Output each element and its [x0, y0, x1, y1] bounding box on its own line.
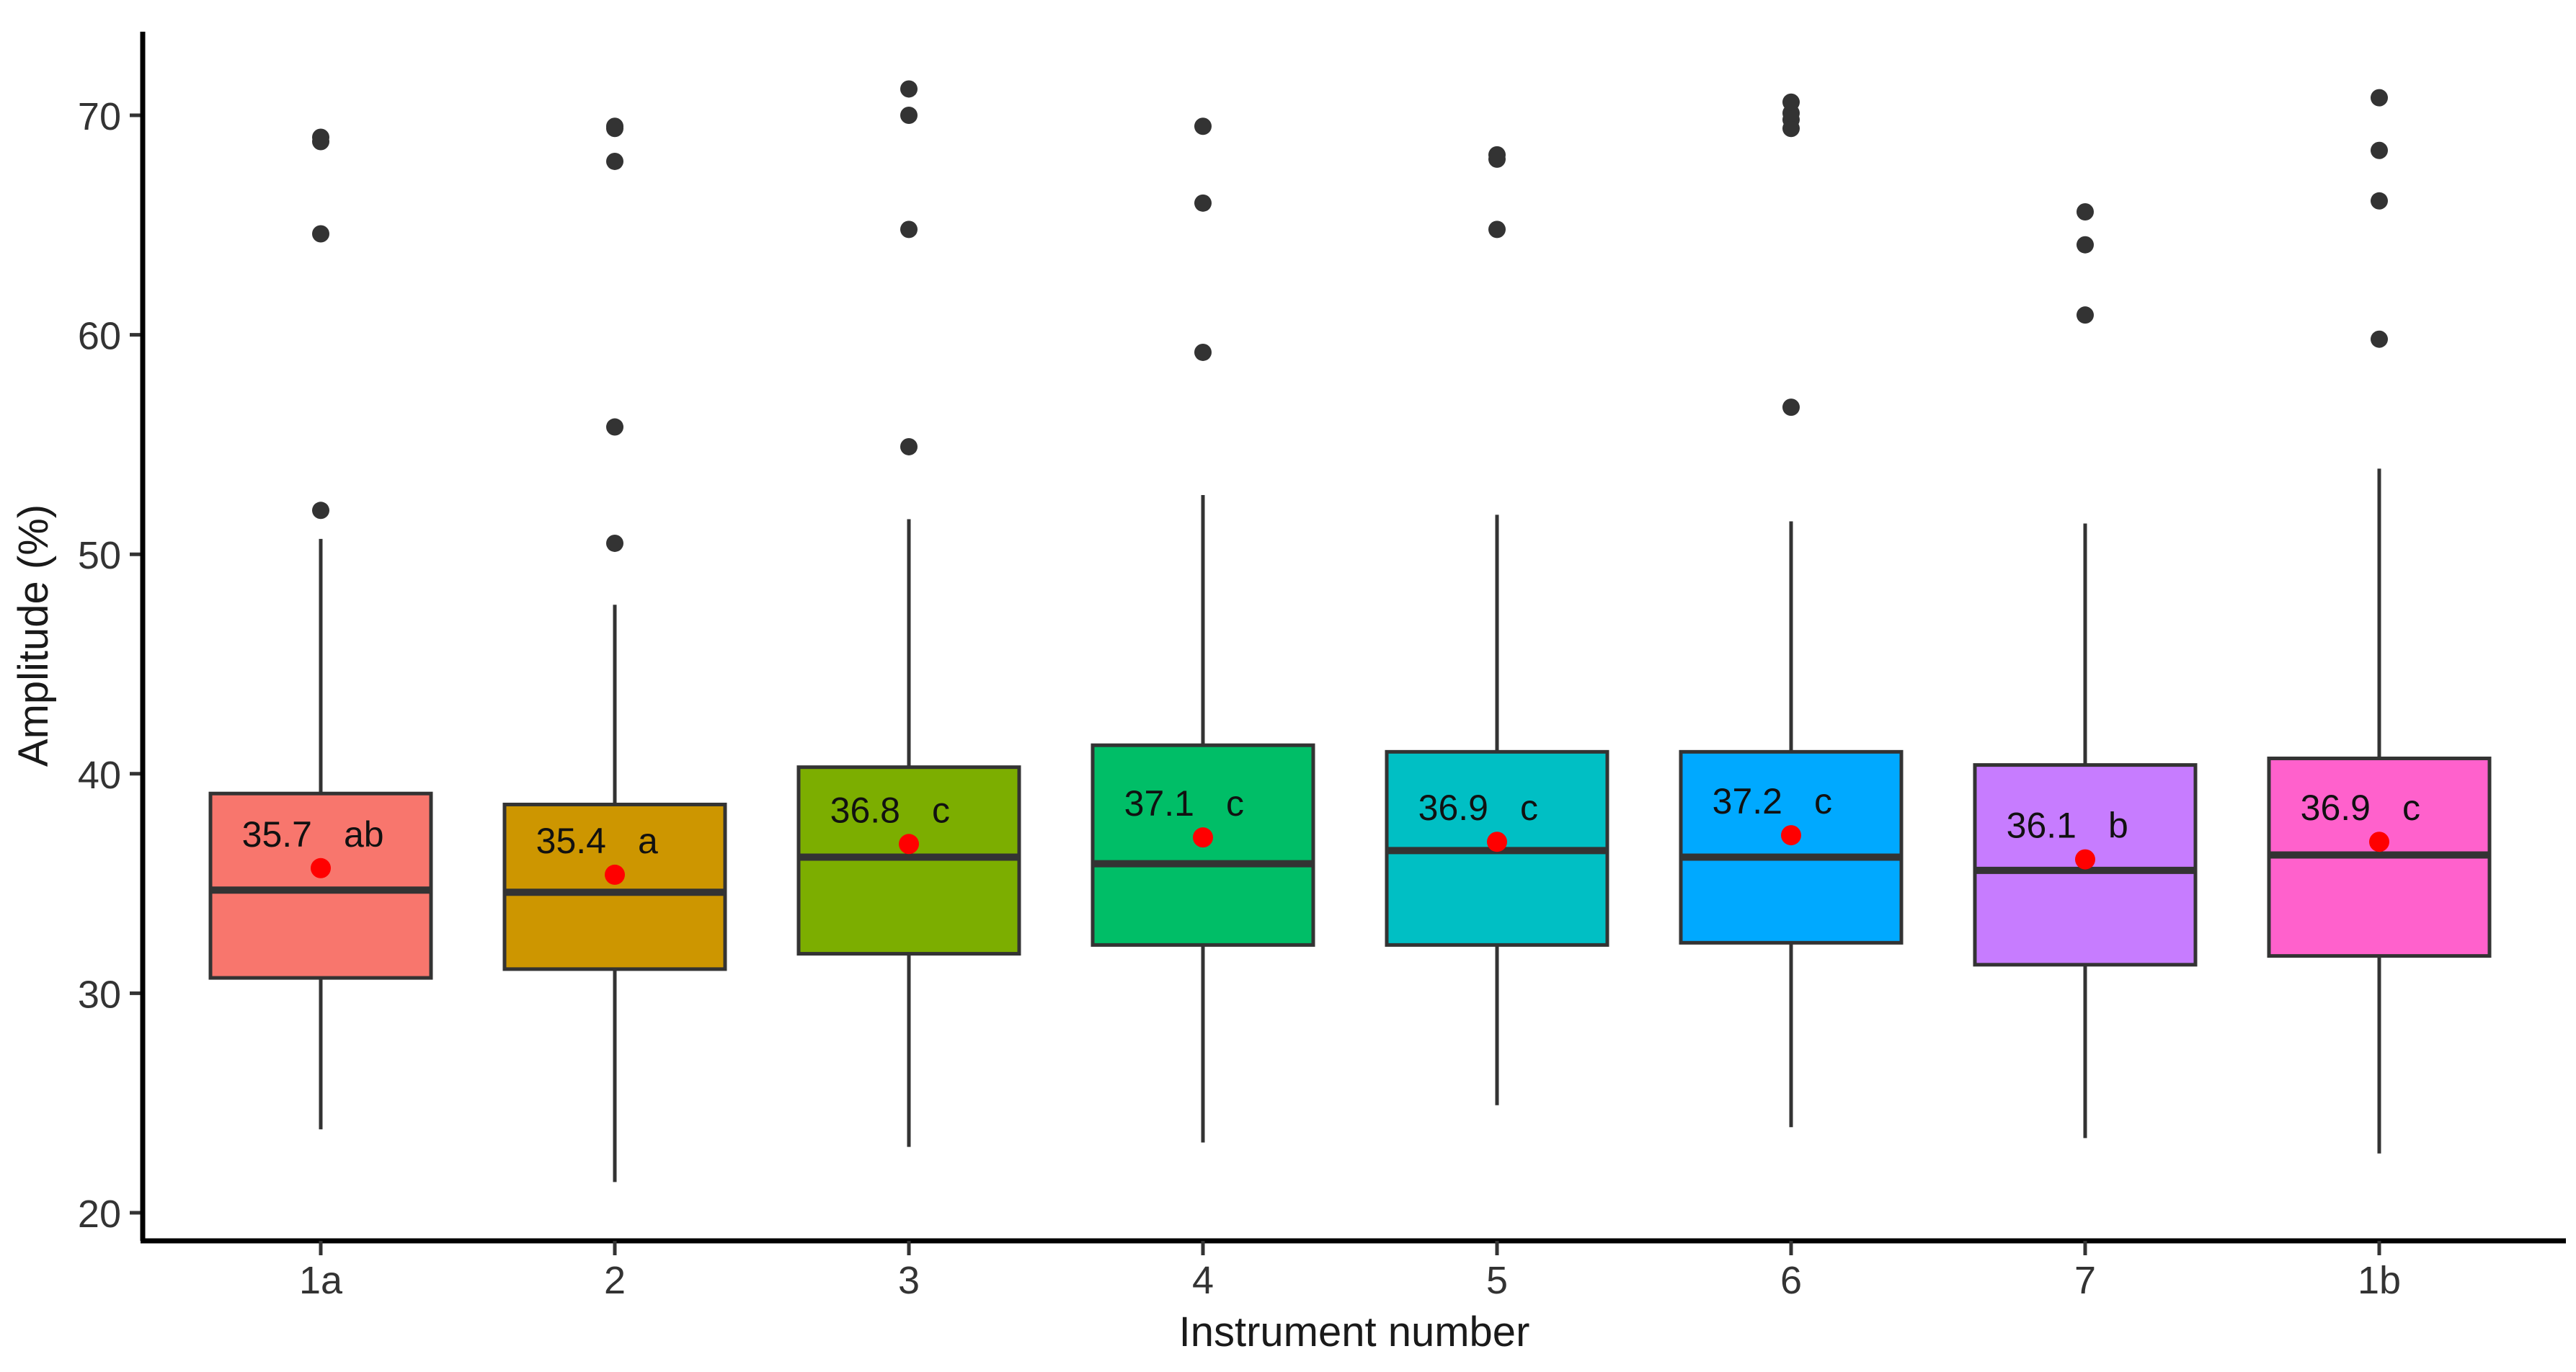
box-group-7: 36.1 b [1973, 203, 2198, 1139]
box-group-6: 37.2 c [1679, 93, 1904, 1128]
outlier-point [606, 534, 623, 552]
box-group-5: 36.9 c [1385, 146, 1609, 1105]
outlier-point [2371, 89, 2388, 107]
mean-marker [311, 858, 331, 878]
x-tick-label: 7 [2074, 1259, 2096, 1302]
plot-area: 35.7 ab 35.4 a 36.8 c 37.1 c 36.9 c 37.2 c 36.1 b 36.9… [208, 80, 2492, 1182]
mean-label: 36.9 [1418, 788, 1488, 828]
y-tick-label: 40 [78, 754, 121, 797]
y-tick-label: 20 [78, 1193, 121, 1236]
box-iqr [502, 802, 727, 971]
mean-label: 37.1 [1124, 783, 1194, 824]
outlier-point [900, 107, 918, 124]
mean-label: 36.9 [2301, 788, 2371, 828]
mean-label: 37.2 [1713, 781, 1782, 821]
mean-marker [1487, 832, 1507, 852]
group-letter: a [638, 821, 658, 861]
y-tick-label: 30 [78, 973, 121, 1016]
outlier-point [312, 225, 329, 243]
y-tick-label: 50 [78, 534, 121, 577]
outlier-point [2371, 192, 2388, 210]
x-axis-ticks: 1a 2 3 4 5 6 7 1b [299, 1241, 2401, 1302]
mean-marker [605, 864, 625, 885]
outlier-point [2077, 306, 2094, 324]
outlier-point [606, 152, 623, 170]
y-tick-label: 60 [78, 315, 121, 358]
outlier-point [1488, 220, 1506, 239]
group-letter: c [1226, 783, 1244, 824]
group-letter: ab [344, 814, 384, 855]
mean-marker [2075, 849, 2095, 870]
outlier-point [2371, 330, 2388, 348]
box-group-4: 37.1 c [1091, 117, 1315, 1143]
x-tick-label: 1b [2358, 1259, 2401, 1302]
x-tick-label: 6 [1780, 1259, 1802, 1302]
outlier-point [1488, 146, 1506, 164]
outlier-point [2077, 236, 2094, 254]
mean-label: 36.8 [830, 790, 900, 830]
outlier-point [1782, 93, 1800, 111]
group-letter: c [2402, 788, 2420, 828]
outlier-point [1194, 343, 1212, 361]
group-letter: c [932, 790, 950, 830]
box-iqr [208, 791, 433, 980]
mean-label: 35.7 [242, 814, 312, 855]
group-letter: c [1520, 788, 1538, 828]
x-tick-label: 3 [898, 1259, 920, 1302]
outlier-point [900, 437, 918, 455]
y-axis-title: Amplitude (%) [10, 504, 57, 767]
x-tick-label: 5 [1486, 1259, 1508, 1302]
mean-label: 35.4 [536, 821, 606, 861]
mean-marker [1193, 827, 1213, 848]
mean-marker [1781, 825, 1801, 846]
box-iqr [1679, 749, 1904, 945]
outlier-point [1194, 117, 1212, 135]
group-letter: c [1814, 781, 1832, 821]
y-tick-label: 70 [78, 95, 121, 138]
outlier-point [606, 117, 623, 135]
mean-marker [2369, 832, 2389, 852]
mean-marker [899, 834, 919, 855]
outlier-point [312, 502, 329, 520]
mean-label: 36.1 [2007, 806, 2077, 846]
box-group-1a: 35.7 ab [208, 128, 433, 1130]
outlier-point [312, 128, 329, 146]
outlier-point [2371, 141, 2388, 159]
outlier-point [900, 80, 918, 98]
outlier-point [1194, 194, 1212, 212]
outlier-point [1782, 398, 1800, 416]
box-group-1b: 36.9 c [2267, 89, 2492, 1154]
x-tick-label: 2 [604, 1259, 626, 1302]
x-tick-label: 4 [1192, 1259, 1214, 1302]
box-group-3: 36.8 c [796, 80, 1021, 1147]
outlier-point [900, 220, 918, 239]
box-group-2: 35.4 a [502, 117, 727, 1182]
outlier-point [606, 418, 623, 436]
x-axis-title: Instrument number [1179, 1309, 1530, 1355]
x-tick-label: 1a [299, 1259, 343, 1302]
outlier-point [2077, 203, 2094, 221]
y-axis-ticks: 20 30 40 50 60 70 [78, 95, 143, 1236]
group-letter: b [2108, 806, 2128, 846]
